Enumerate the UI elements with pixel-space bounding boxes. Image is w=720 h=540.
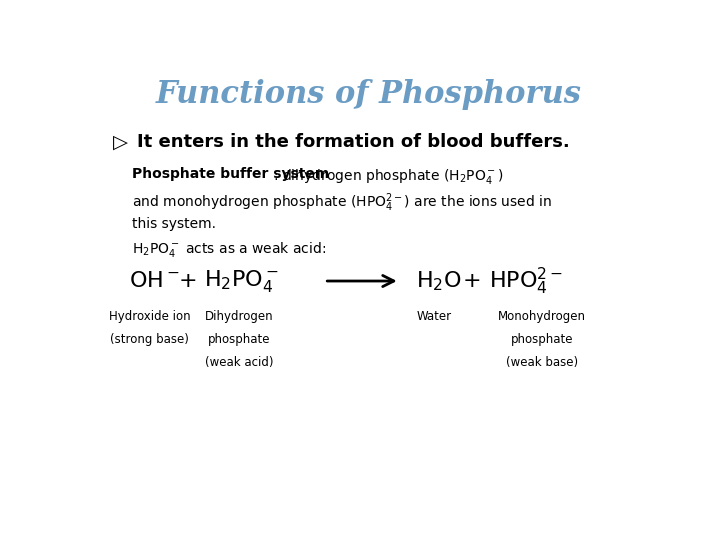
Text: +: + xyxy=(179,271,197,291)
Text: $\mathregular{OH^-}$: $\mathregular{OH^-}$ xyxy=(129,271,180,291)
Text: $\mathregular{H_2O}$: $\mathregular{H_2O}$ xyxy=(416,269,462,293)
Text: $\triangleright$: $\triangleright$ xyxy=(112,133,130,152)
Text: Dihydrogen: Dihydrogen xyxy=(205,310,274,323)
Text: (weak acid): (weak acid) xyxy=(205,356,274,369)
Text: $\mathregular{H_2PO_4^-}$: $\mathregular{H_2PO_4^-}$ xyxy=(204,268,279,294)
Text: Functions of Phosphorus: Functions of Phosphorus xyxy=(156,79,582,110)
Text: this system.: this system. xyxy=(132,217,216,231)
Text: (weak base): (weak base) xyxy=(506,356,578,369)
Text: +: + xyxy=(463,271,482,291)
Text: Monohydrogen: Monohydrogen xyxy=(498,310,586,323)
Text: and monohydrogen phosphate ($\mathregular{HPO_4^{2-}}$) are the ions used in: and monohydrogen phosphate ($\mathregula… xyxy=(132,192,552,214)
Text: : dihydrogen phosphate ($\mathregular{H_2PO_4^-}$): : dihydrogen phosphate ($\mathregular{H_… xyxy=(273,167,503,186)
Text: phosphate: phosphate xyxy=(510,333,573,346)
Text: (strong base): (strong base) xyxy=(110,333,189,346)
Text: Hydroxide ion: Hydroxide ion xyxy=(109,310,191,323)
Text: $\mathregular{H_2PO_4^-}$ acts as a weak acid:: $\mathregular{H_2PO_4^-}$ acts as a weak… xyxy=(132,240,326,259)
Text: Phosphate buffer system: Phosphate buffer system xyxy=(132,167,329,181)
Text: Water: Water xyxy=(417,310,452,323)
Text: It enters in the formation of blood buffers.: It enters in the formation of blood buff… xyxy=(138,133,570,151)
Text: $\mathregular{HPO_4^{2-}}$: $\mathregular{HPO_4^{2-}}$ xyxy=(489,266,563,296)
Text: phosphate: phosphate xyxy=(208,333,271,346)
